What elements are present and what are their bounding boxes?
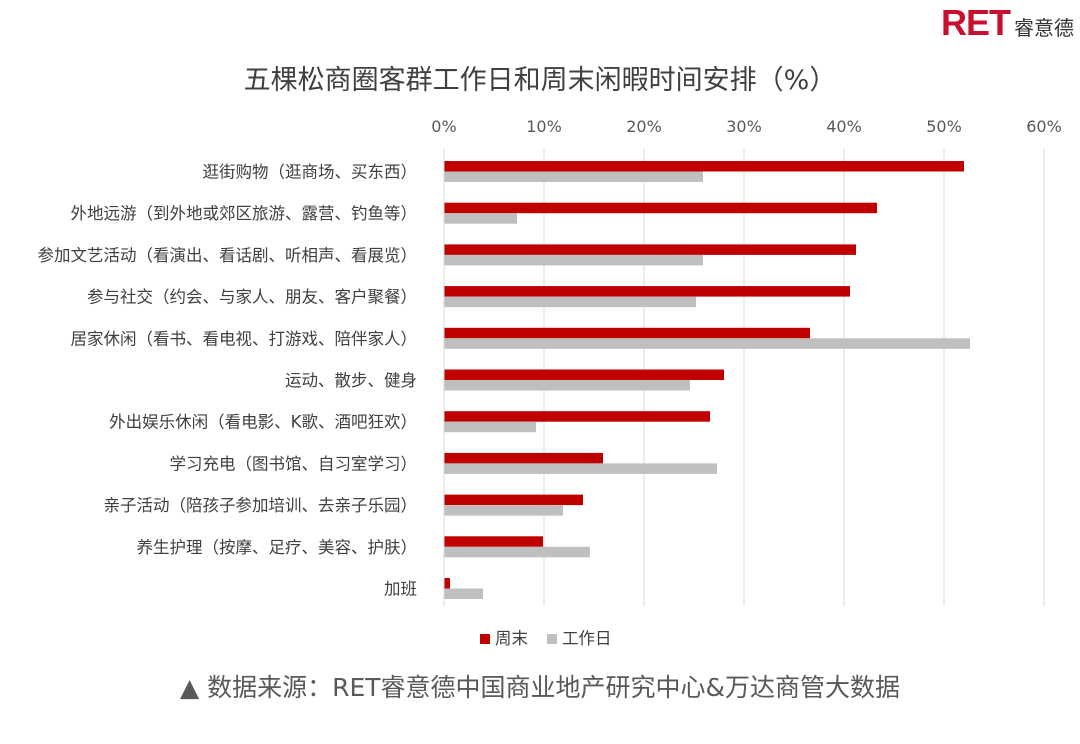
- x-tick-label: 30%: [726, 117, 762, 136]
- x-tick-label: 0%: [431, 117, 456, 136]
- bar-weekday: [444, 338, 970, 349]
- bar-weekday: [444, 463, 717, 474]
- category-label: 养生护理（按摩、足疗、美容、护肤）: [137, 538, 418, 557]
- bar-weekend: [444, 161, 964, 172]
- bar-weekday: [444, 588, 483, 599]
- x-tick-label: 10%: [526, 117, 562, 136]
- bar-weekday: [444, 296, 696, 308]
- category-label: 加班: [384, 580, 417, 599]
- category-label: 学习充电（图书馆、自习室学习）: [170, 454, 418, 473]
- x-tick-label: 40%: [826, 117, 862, 136]
- category-label: 逛街购物（逛商场、买东西）: [203, 163, 418, 182]
- category-label: 运动、散步、健身: [285, 371, 417, 390]
- bar-weekend: [444, 411, 710, 422]
- bar-weekend: [444, 369, 724, 380]
- bar-weekend: [444, 327, 810, 339]
- category-label: 参与社交（约会、与家人、朋友、客户聚餐）: [87, 288, 417, 307]
- x-tick-label: 60%: [1026, 117, 1062, 136]
- data-source-note: ▲ 数据来源：RET睿意德中国商业地产研究中心&万达商管大数据: [179, 673, 901, 702]
- legend-swatch: [480, 634, 490, 644]
- bar-weekday: [444, 421, 536, 433]
- category-label: 居家休闲（看书、看电视、打游戏、陪伴家人）: [71, 329, 418, 348]
- category-label: 外地远游（到外地或郊区旅游、露营、钓鱼等）: [71, 204, 418, 223]
- bar-weekday: [444, 546, 590, 558]
- legend-label: 周末: [495, 629, 528, 648]
- x-tick-label: 50%: [926, 117, 962, 136]
- legend-swatch: [547, 634, 557, 644]
- logo-mark: RET: [941, 2, 1011, 43]
- bar-weekend: [444, 286, 850, 297]
- logo-text: 睿意德: [1014, 16, 1074, 40]
- category-label: 外出娱乐休闲（看电影、K歌、酒吧狂欢）: [109, 413, 417, 432]
- chart-title: 五棵松商圈客群工作日和周末闲暇时间安排（%）: [243, 65, 837, 96]
- bar-weekday: [444, 171, 703, 182]
- category-label: 亲子活动（陪孩子参加培训、去亲子乐园）: [104, 496, 418, 515]
- bar-weekday: [444, 380, 690, 391]
- bar-weekend: [444, 244, 856, 255]
- bar-weekend: [444, 202, 877, 214]
- bar-weekend: [444, 452, 603, 464]
- bar-weekday: [444, 213, 517, 224]
- bar-weekend: [444, 578, 450, 589]
- brand-logo: RET 睿意德: [941, 2, 1074, 44]
- bar-weekend: [444, 494, 583, 506]
- x-tick-label: 20%: [626, 117, 662, 136]
- bar-weekend: [444, 536, 543, 547]
- category-label: 参加文艺活动（看演出、看话剧、听相声、看展览）: [38, 246, 418, 265]
- bar-weekday: [444, 254, 703, 266]
- bar-weekday: [444, 505, 563, 516]
- legend-label: 工作日: [562, 629, 612, 648]
